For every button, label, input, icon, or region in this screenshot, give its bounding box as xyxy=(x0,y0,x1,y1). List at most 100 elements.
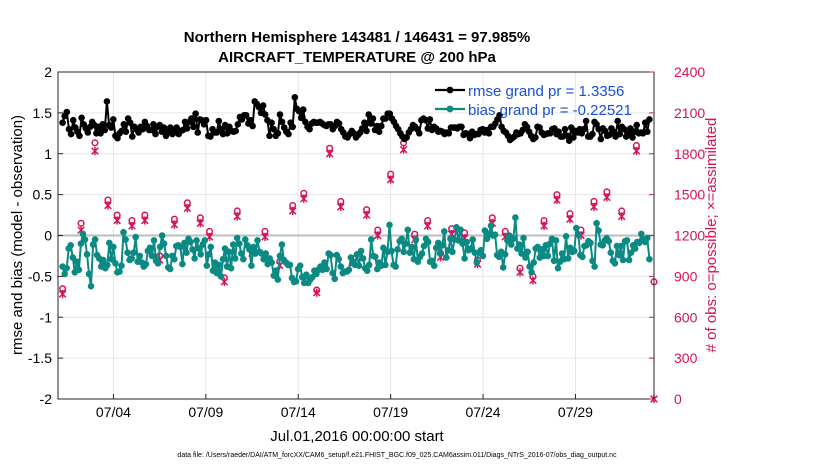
bias-point xyxy=(439,242,446,249)
bias-point xyxy=(215,261,223,269)
rmse-point xyxy=(570,134,577,141)
bias-point xyxy=(116,268,123,275)
rmse-point xyxy=(299,106,307,113)
bias-point xyxy=(499,264,507,271)
bias-point xyxy=(562,233,570,240)
bias-point xyxy=(128,255,135,262)
rmse-point xyxy=(285,130,292,138)
bias-point xyxy=(292,278,300,285)
bias-point xyxy=(278,241,286,248)
bias-point xyxy=(357,247,365,255)
bias-point xyxy=(437,250,444,257)
bias-point xyxy=(227,264,235,272)
bias-point xyxy=(538,246,546,253)
bias-point xyxy=(530,259,537,266)
left-tick-label: -1 xyxy=(40,309,53,325)
bias-point xyxy=(146,244,154,252)
bias-point xyxy=(404,226,412,234)
x-axis-label: Jul.01,2016 00:00:00 start xyxy=(270,428,444,445)
rmse-point xyxy=(59,119,66,126)
legend-bias-label: bias grand pr = -0.22521 xyxy=(468,102,632,119)
bias-point xyxy=(394,246,401,253)
left-axis: -2 -1.5 -1 -0.5 0 0.5 1 1.5 2 xyxy=(28,64,63,407)
bias-point xyxy=(363,267,371,275)
obs-assimilated-marker xyxy=(58,289,67,299)
bias-point xyxy=(75,266,83,274)
obs-assimilated-marker xyxy=(529,276,537,285)
bias-point xyxy=(166,265,174,273)
bias-point xyxy=(240,255,247,263)
bias-point xyxy=(392,263,399,270)
left-tick-label: 0.5 xyxy=(33,187,53,203)
bias-point xyxy=(205,251,213,258)
bias-point xyxy=(331,275,339,283)
rmse-point xyxy=(426,116,434,123)
rmse-point xyxy=(247,116,254,124)
bias-point xyxy=(631,245,639,252)
bias-point xyxy=(262,250,270,257)
rmse-point xyxy=(202,116,210,124)
rmse-point xyxy=(306,125,313,133)
bias-point xyxy=(225,248,233,256)
bias-point xyxy=(238,250,245,257)
chart-title-line2: AIRCRAFT_TEMPERATURE @ 200 hPa xyxy=(218,49,496,66)
bias-point xyxy=(365,261,373,269)
bias-point xyxy=(91,236,99,243)
left-tick-label: 2 xyxy=(44,64,52,80)
bias-point xyxy=(118,262,125,270)
bias-point xyxy=(611,260,619,267)
bias-series xyxy=(59,214,653,290)
bias-point xyxy=(558,250,566,257)
bias-point xyxy=(63,264,70,272)
bias-point xyxy=(617,242,625,250)
rmse-point xyxy=(167,124,174,131)
rmse-point xyxy=(620,125,628,133)
left-tick-label: -1.5 xyxy=(28,350,52,366)
bias-point xyxy=(108,255,115,263)
bias-point xyxy=(443,254,450,261)
bias-point xyxy=(605,237,613,245)
bias-point xyxy=(591,263,598,270)
bias-point xyxy=(99,256,107,264)
bias-point xyxy=(400,248,408,256)
right-tick-label: 1800 xyxy=(674,146,705,162)
obs-assimilated-marker xyxy=(373,231,382,240)
bias-point xyxy=(587,239,594,247)
bias-point xyxy=(398,235,406,243)
bias-point xyxy=(61,270,68,278)
rmse-point xyxy=(445,130,453,137)
rmse-point xyxy=(190,123,197,131)
bias-point xyxy=(638,230,645,238)
bias-point xyxy=(463,238,471,246)
obs-assimilated-marker xyxy=(312,288,321,297)
rmse-point xyxy=(289,123,297,131)
bias-point xyxy=(526,263,533,270)
left-tick-label: 1 xyxy=(44,146,52,162)
bias-point xyxy=(250,243,257,251)
bias-point xyxy=(321,259,328,266)
rmse-point xyxy=(101,126,109,134)
bias-point xyxy=(571,247,578,255)
bias-point xyxy=(355,262,363,270)
bias-point xyxy=(607,249,615,256)
bias-point xyxy=(110,243,117,251)
bias-point xyxy=(619,256,627,264)
bias-point xyxy=(461,255,468,262)
rmse-point xyxy=(616,130,624,138)
rmse-point xyxy=(278,118,286,126)
bias-point xyxy=(512,214,519,221)
bias-point xyxy=(260,255,267,263)
rmse-point xyxy=(78,114,85,122)
bias-point xyxy=(286,261,294,269)
bias-point xyxy=(183,249,190,256)
rmse-point xyxy=(416,130,423,137)
rmse-point xyxy=(274,130,282,137)
bias-point xyxy=(337,263,345,270)
bias-point xyxy=(122,236,129,243)
bias-point xyxy=(67,242,74,249)
bias-point xyxy=(148,252,156,260)
right-tick-label: 0 xyxy=(674,391,682,407)
bias-point xyxy=(420,242,428,250)
bias-point xyxy=(424,238,432,246)
bias-point xyxy=(142,260,150,268)
